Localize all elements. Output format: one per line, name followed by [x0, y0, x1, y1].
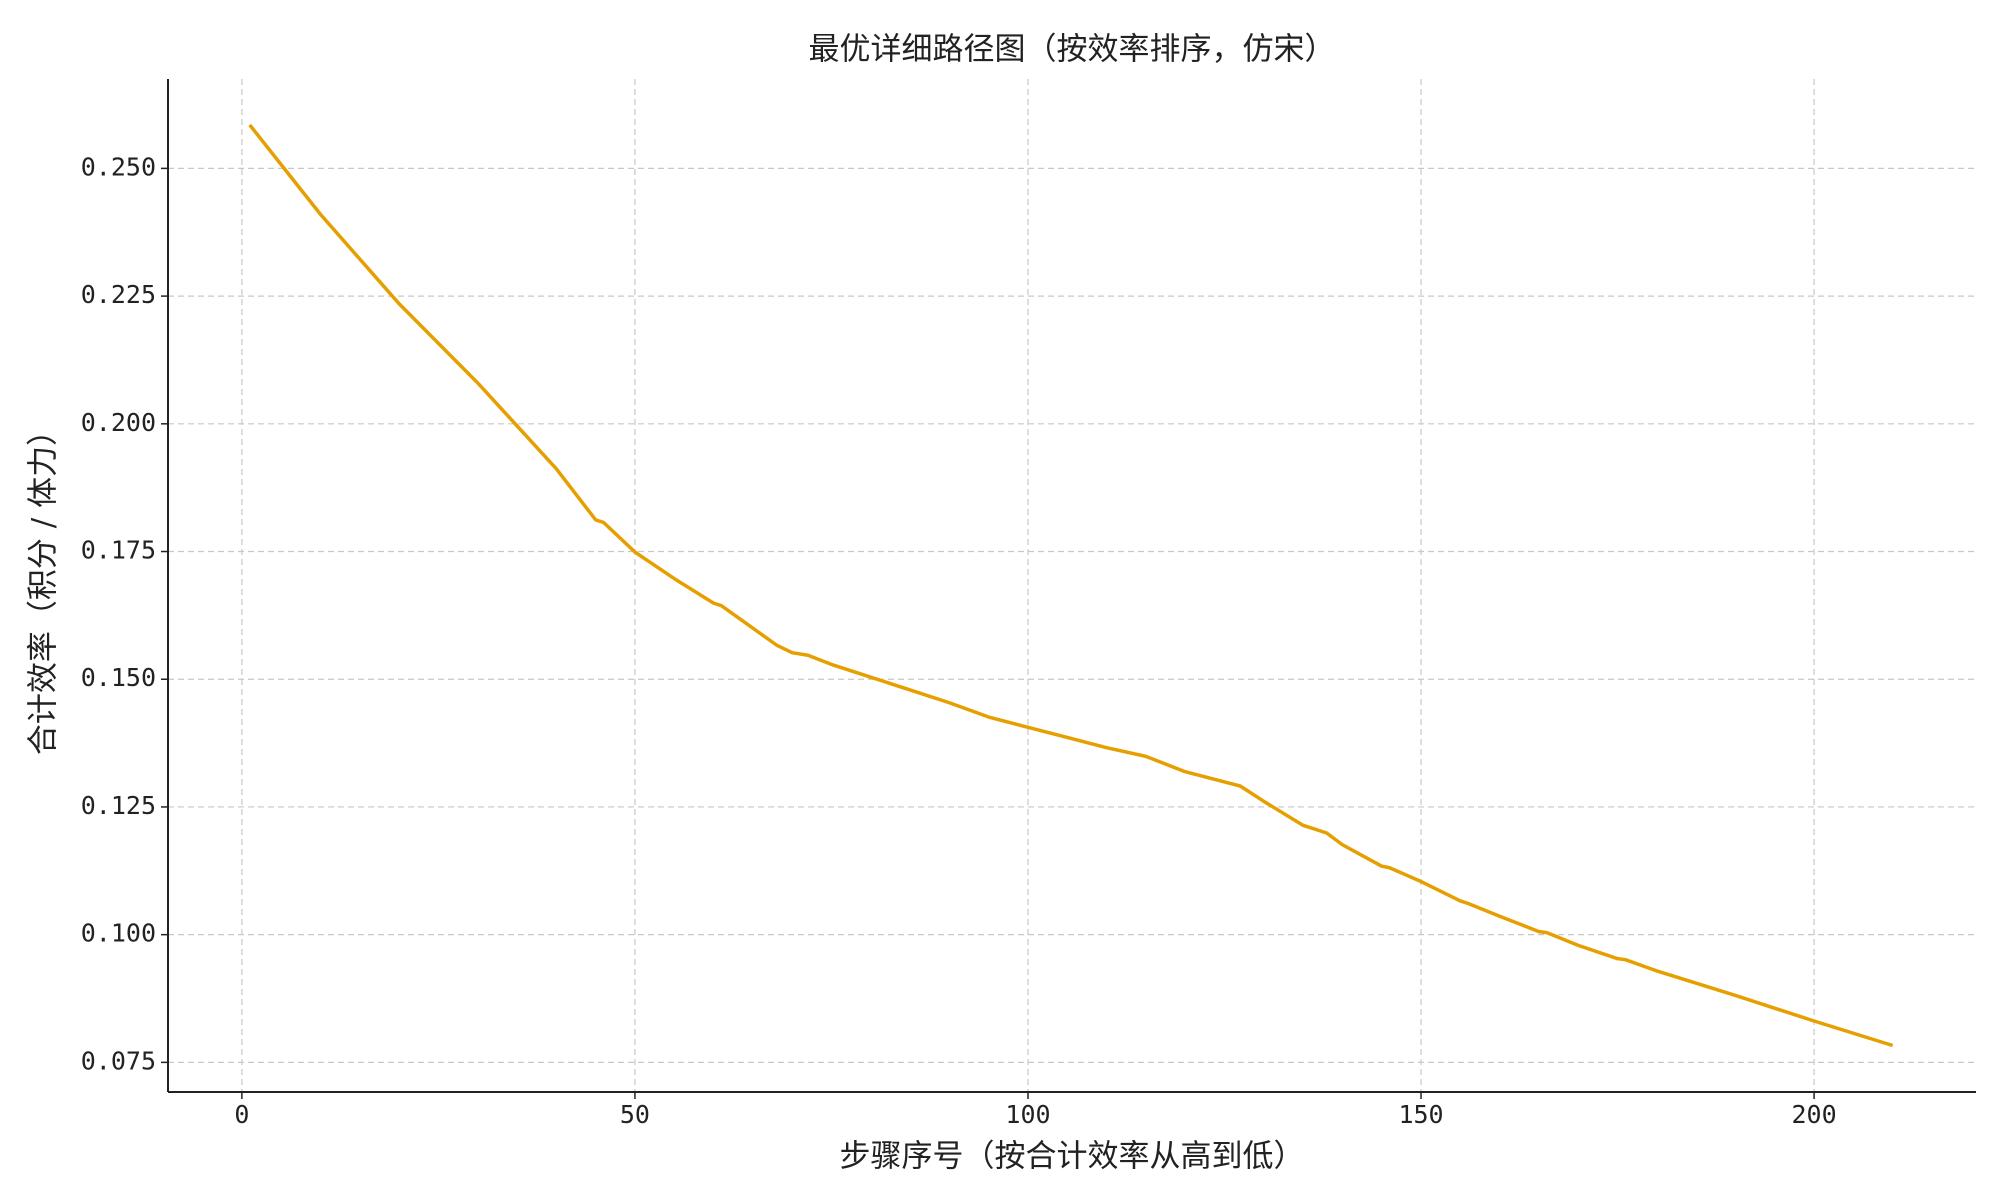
- data-line: [248, 123, 1894, 1048]
- chart-title: 最优详细路径图（按效率排序，仿宋）: [809, 32, 1336, 68]
- y-tick-label: 0.100: [81, 919, 156, 948]
- x-tick-label: 50: [620, 1100, 650, 1129]
- x-tick-label: 150: [1398, 1100, 1443, 1129]
- y-tick-label: 0.225: [81, 280, 156, 309]
- y-tick-label: 0.150: [81, 663, 156, 692]
- y-tick-label: 0.125: [81, 791, 156, 820]
- y-tick-label: 0.250: [81, 152, 156, 181]
- y-axis-label: 合计效率（积分 / 体力）: [26, 415, 62, 755]
- x-tick-label: 0: [234, 1100, 249, 1129]
- y-tick-label: 0.175: [81, 536, 156, 565]
- x-tick-label: 100: [1005, 1100, 1050, 1129]
- x-tick-label: 200: [1791, 1100, 1836, 1129]
- x-axis-label: 步骤序号（按合计效率从高到低）: [840, 1139, 1305, 1175]
- y-tick-label: 0.075: [81, 1046, 156, 1075]
- y-tick-label: 0.200: [81, 408, 156, 437]
